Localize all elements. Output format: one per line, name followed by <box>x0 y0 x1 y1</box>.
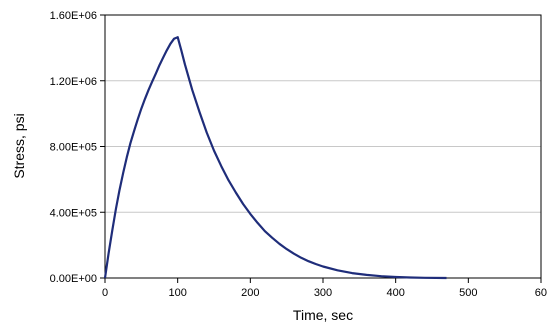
y-tick-label: 1.60E+06 <box>50 10 97 22</box>
y-axis-title: Stress, psi <box>11 113 27 178</box>
y-tick-label: 1.20E+06 <box>50 76 97 88</box>
series-line <box>103 36 447 280</box>
gridlines <box>105 80 541 213</box>
x-axis-title: Time, sec <box>293 307 353 323</box>
x-tick-label: 400 <box>386 287 404 299</box>
x-tick-label: 100 <box>168 287 186 299</box>
x-tick-label: 60 <box>535 287 547 299</box>
x-tick-label: 200 <box>241 287 259 299</box>
x-tick-label: 500 <box>459 287 477 299</box>
y-tick-label: 8.00E+05 <box>50 142 97 154</box>
y-tick-label: 4.00E+05 <box>50 207 97 219</box>
x-tick-label: 300 <box>314 287 332 299</box>
x-axis-ticks: 0 100 200 300 400 500 60 <box>102 278 547 299</box>
x-tick-label: 0 <box>102 287 108 299</box>
y-tick-label: 0.00E+00 <box>50 273 97 285</box>
series-layer <box>103 36 447 280</box>
y-axis-ticks: 0.00E+00 4.00E+05 8.00E+05 1.20E+06 1.60E+06 <box>50 10 105 285</box>
